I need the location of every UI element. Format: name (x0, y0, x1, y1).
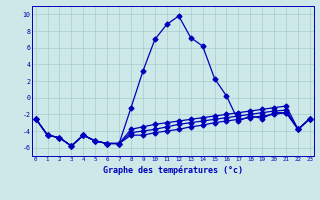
X-axis label: Graphe des températures (°c): Graphe des températures (°c) (103, 165, 243, 175)
